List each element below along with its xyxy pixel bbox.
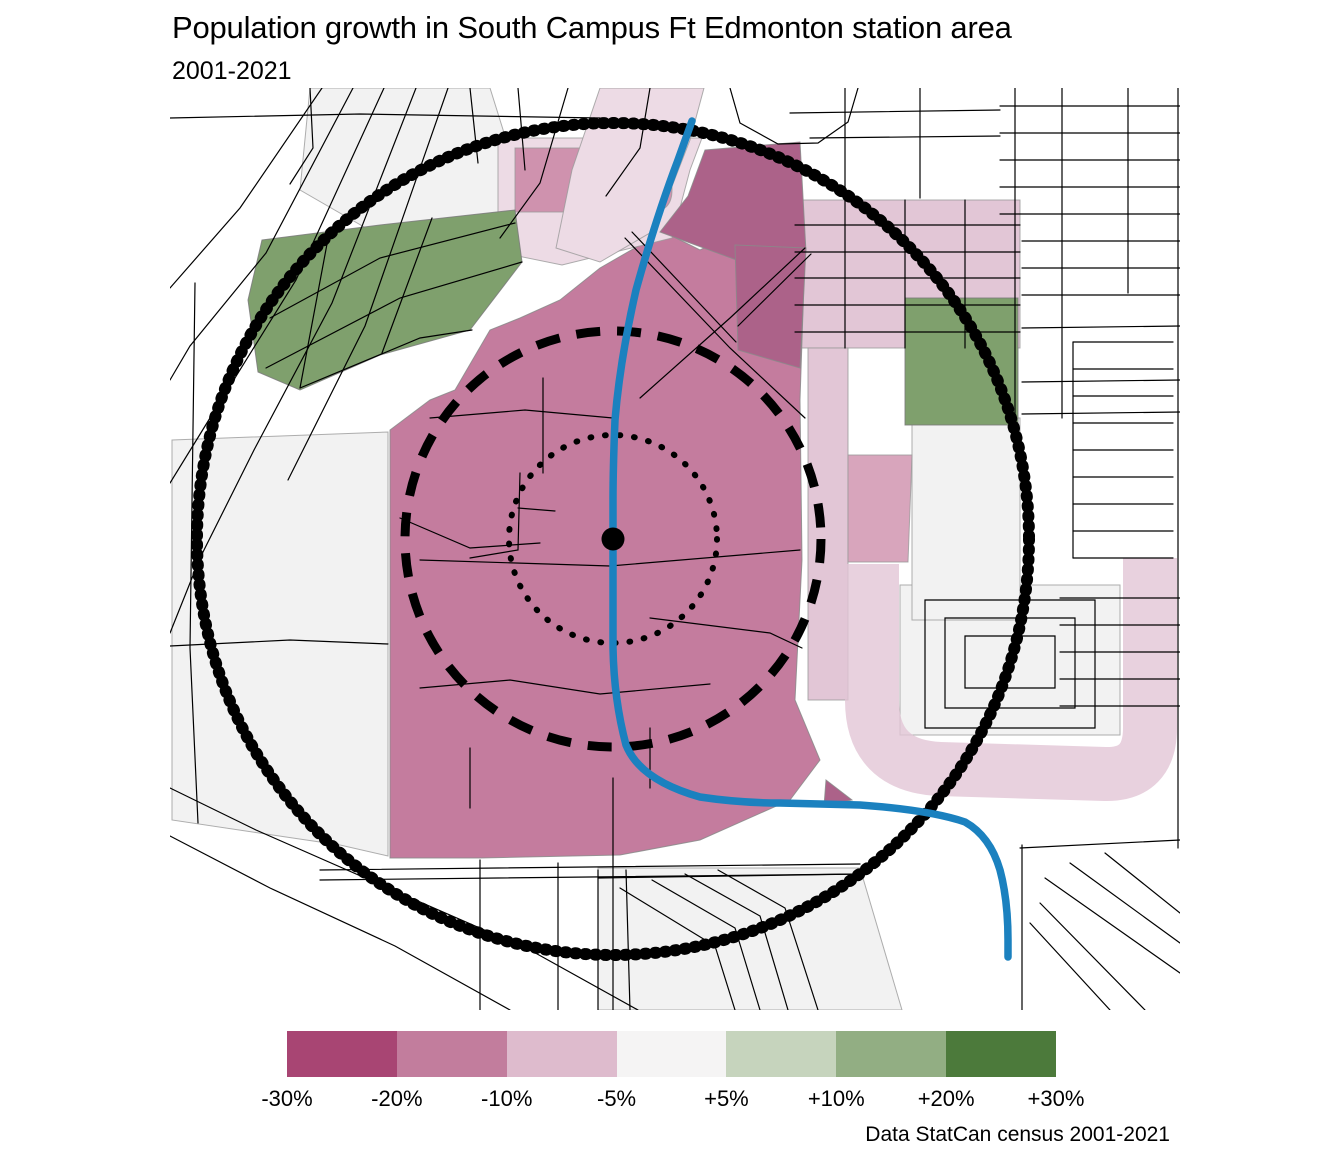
legend-break-label: -5% (597, 1086, 637, 1111)
legend-break-label: -20% (371, 1086, 423, 1111)
data-source-caption: Data StatCan census 2001-2021 (865, 1123, 1170, 1146)
legend-swatch-0 (287, 1031, 397, 1077)
middle-ring-dashed (405, 331, 821, 747)
distance-rings (197, 123, 1029, 955)
legend-break-label: -10% (481, 1086, 533, 1111)
lrt-line (613, 121, 1008, 957)
region-strongest-decline-patches (660, 142, 852, 806)
legend-break-label: +10% (807, 1086, 865, 1111)
legend-swatch-2 (506, 1031, 617, 1077)
station-area-map (170, 88, 1180, 1010)
legend-break-label: +5% (704, 1086, 749, 1111)
legend-break-labels: -30% -20% -10% -5% +5% +10% +20% +30% (261, 1086, 1084, 1114)
page-title: Population growth in South Campus Ft Edm… (172, 10, 1012, 45)
page-subtitle: 2001-2021 (172, 57, 292, 85)
legend-break-label: +20% (917, 1086, 975, 1111)
legend-swatch-3 (616, 1031, 727, 1077)
station-marker (601, 527, 625, 551)
legend-swatch-5 (836, 1031, 947, 1077)
legend-swatch-1 (396, 1031, 507, 1077)
outer-ring-bumps (197, 123, 1029, 955)
legend-color-bar (287, 1031, 1057, 1077)
region-growth-polygons (248, 210, 1018, 425)
legend-break-label: -30% (261, 1086, 313, 1111)
legend-swatch-6 (946, 1031, 1057, 1077)
legend-break-label: +30% (1027, 1086, 1085, 1111)
u-shaped-band (872, 558, 1150, 774)
street-network (170, 88, 1180, 1010)
legend-swatch-4 (726, 1031, 837, 1077)
